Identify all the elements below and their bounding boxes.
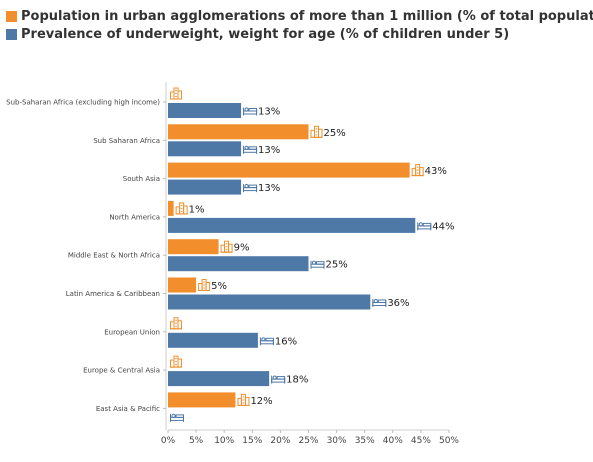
data-label: 25% xyxy=(326,260,348,271)
data-label: 13% xyxy=(258,107,280,118)
city-buildings-icon xyxy=(175,202,188,215)
bed-patient-icon xyxy=(372,298,387,307)
data-label: 44% xyxy=(432,221,454,232)
data-label: 25% xyxy=(324,128,346,139)
legend-label-urban: Population in urban agglomerations of mo… xyxy=(21,8,593,24)
bar-series-1 xyxy=(168,294,371,310)
legend-swatch-urban xyxy=(6,10,17,22)
bar-series-0 xyxy=(168,277,197,293)
category-label: Sub Saharan Africa xyxy=(93,137,160,145)
data-label: 18% xyxy=(286,375,308,386)
category-label: North America xyxy=(109,213,160,221)
city-buildings-icon xyxy=(198,279,211,291)
bar-series-1 xyxy=(168,141,242,157)
bar-series-0 xyxy=(168,162,410,178)
x-tick-label: 5% xyxy=(189,436,204,446)
legend-item-underweight[interactable]: Prevalence of underweight, weight for ag… xyxy=(6,26,593,42)
bed-patient-icon xyxy=(310,260,325,269)
bed-patient-icon xyxy=(170,413,184,422)
x-tick-label: 20% xyxy=(270,436,290,446)
legend-label-underweight: Prevalence of underweight, weight for ag… xyxy=(21,26,510,42)
data-label: 13% xyxy=(258,183,280,194)
x-tick-label: 0% xyxy=(161,436,176,446)
bar-series-0 xyxy=(168,124,309,140)
bar-series-0 xyxy=(168,200,174,216)
x-tick-label: 45% xyxy=(411,436,431,446)
bar-series-0 xyxy=(168,239,219,255)
data-label: 36% xyxy=(387,298,409,309)
bar-series-1 xyxy=(168,217,416,233)
data-label: 43% xyxy=(425,166,447,177)
category-label: East Asia & Pacific xyxy=(96,405,160,413)
bar-series-1 xyxy=(168,332,258,348)
x-tick-label: 25% xyxy=(298,436,318,446)
bed-patient-icon xyxy=(243,145,258,154)
city-buildings-icon xyxy=(170,87,182,100)
category-label: European Union xyxy=(104,328,160,336)
legend-item-urban[interactable]: Population in urban agglomerations of mo… xyxy=(6,8,593,24)
x-tick-label: 40% xyxy=(383,436,403,446)
bed-patient-icon xyxy=(259,337,274,346)
legend-swatch-underweight xyxy=(6,28,17,40)
x-tick-label: 35% xyxy=(355,436,375,446)
bar-series-1 xyxy=(168,371,270,387)
bed-patient-icon xyxy=(243,184,258,193)
bar-series-0 xyxy=(168,392,236,408)
city-buildings-icon xyxy=(170,317,182,330)
data-label: 5% xyxy=(211,281,227,292)
city-buildings-icon xyxy=(411,164,424,177)
data-label: 1% xyxy=(189,204,205,215)
data-label: 16% xyxy=(275,336,297,347)
x-tick-label: 50% xyxy=(439,436,459,446)
category-label: South Asia xyxy=(123,175,160,183)
data-label: 13% xyxy=(258,145,280,156)
bed-patient-icon xyxy=(243,107,258,116)
category-label: Middle East & North Africa xyxy=(68,252,160,260)
city-buildings-icon xyxy=(237,393,250,406)
data-label: 9% xyxy=(234,243,250,254)
data-label: 12% xyxy=(250,396,272,407)
category-label: Europe & Central Asia xyxy=(83,367,160,375)
bed-patient-icon xyxy=(271,375,286,384)
bar-series-1 xyxy=(168,256,309,272)
bed-patient-icon xyxy=(417,222,432,231)
x-tick-label: 10% xyxy=(214,436,234,446)
bar-series-1 xyxy=(168,179,242,195)
category-label: Latin America & Caribbean xyxy=(66,290,160,298)
city-buildings-icon xyxy=(220,240,233,253)
bar-series-1 xyxy=(168,103,242,118)
category-label: Sub-Saharan Africa (excluding high incom… xyxy=(6,99,160,107)
legend: Population in urban agglomerations of mo… xyxy=(6,8,593,44)
x-tick-label: 30% xyxy=(327,436,347,446)
x-tick-label: 15% xyxy=(242,436,262,446)
city-buildings-icon xyxy=(310,125,323,138)
city-buildings-icon xyxy=(170,355,182,368)
